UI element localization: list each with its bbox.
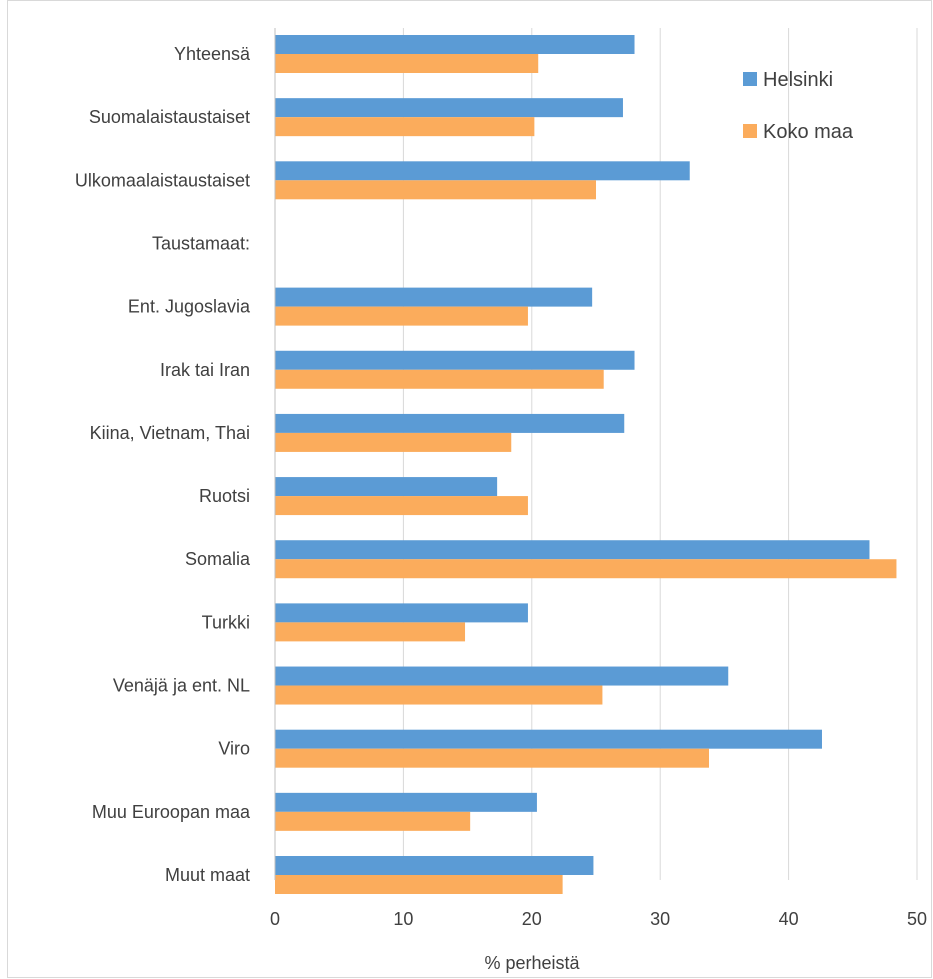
bar-helsinki-9 [275, 603, 528, 623]
bar-koko-maa-1 [275, 117, 535, 137]
bar-helsinki-5 [275, 350, 635, 370]
bar-koko-maa-10 [275, 685, 603, 705]
legend: Helsinki Koko maa [743, 69, 854, 143]
bar-helsinki-4 [275, 287, 593, 307]
legend-swatch-koko-maa [743, 124, 757, 138]
category-label-7: Ruotsi [199, 486, 250, 506]
x-tick-label-20: 20 [522, 909, 542, 929]
bar-koko-maa-13 [275, 875, 563, 894]
x-tick-label-50: 50 [907, 909, 927, 929]
x-tick-label-40: 40 [779, 909, 799, 929]
bar-helsinki-13 [275, 856, 594, 875]
category-label-4: Ent. Jugoslavia [128, 297, 251, 317]
axis-layer: 0 10 20 30 40 50 [270, 28, 927, 929]
bar-helsinki-7 [275, 477, 498, 497]
bar-helsinki-0 [275, 35, 635, 54]
category-label-0: Yhteensä [174, 44, 251, 64]
bar-helsinki-11 [275, 729, 822, 749]
category-label-9: Turkki [202, 612, 250, 632]
category-label-12: Muu Euroopan maa [92, 802, 251, 822]
x-axis-title: % perheistä [484, 953, 580, 973]
x-tick-label-10: 10 [393, 909, 413, 929]
bar-helsinki-12 [275, 792, 537, 812]
bar-helsinki-2 [275, 161, 690, 181]
category-label-3: Taustamaat: [152, 233, 250, 253]
x-tick-label-30: 30 [650, 909, 670, 929]
bar-koko-maa-12 [275, 811, 471, 831]
category-label-1: Suomalaistaustaiset [89, 107, 250, 127]
category-label-13: Muut maat [165, 865, 250, 885]
bar-koko-maa-6 [275, 432, 512, 452]
bar-helsinki-6 [275, 413, 625, 433]
x-tick-label-0: 0 [270, 909, 280, 929]
bar-koko-maa-2 [275, 180, 596, 200]
bar-helsinki-10 [275, 666, 729, 686]
bar-koko-maa-9 [275, 622, 466, 642]
category-label-5: Irak tai Iran [160, 360, 250, 380]
category-label-6: Kiina, Vietnam, Thai [90, 423, 250, 443]
category-label-10: Venäjä ja ent. NL [113, 676, 250, 696]
bar-koko-maa-11 [275, 748, 709, 768]
bar-layer [275, 35, 897, 894]
bar-koko-maa-5 [275, 369, 604, 389]
legend-swatch-helsinki [743, 72, 757, 86]
bar-koko-maa-4 [275, 306, 528, 326]
bar-helsinki-1 [275, 98, 623, 118]
legend-label-koko-maa: Koko maa [763, 121, 854, 143]
bar-helsinki-8 [275, 540, 870, 560]
category-label-11: Viro [218, 739, 250, 759]
bar-koko-maa-7 [275, 496, 528, 516]
category-label-layer: Yhteensä Suomalaistaustaiset Ulkomaalaista… [75, 44, 251, 885]
bar-koko-maa-0 [275, 54, 539, 73]
legend-label-helsinki: Helsinki [763, 69, 833, 91]
category-label-2: Ulkomaalaistaustaiset [75, 170, 250, 190]
bar-koko-maa-8 [275, 559, 897, 579]
category-label-8: Somalia [185, 549, 251, 569]
